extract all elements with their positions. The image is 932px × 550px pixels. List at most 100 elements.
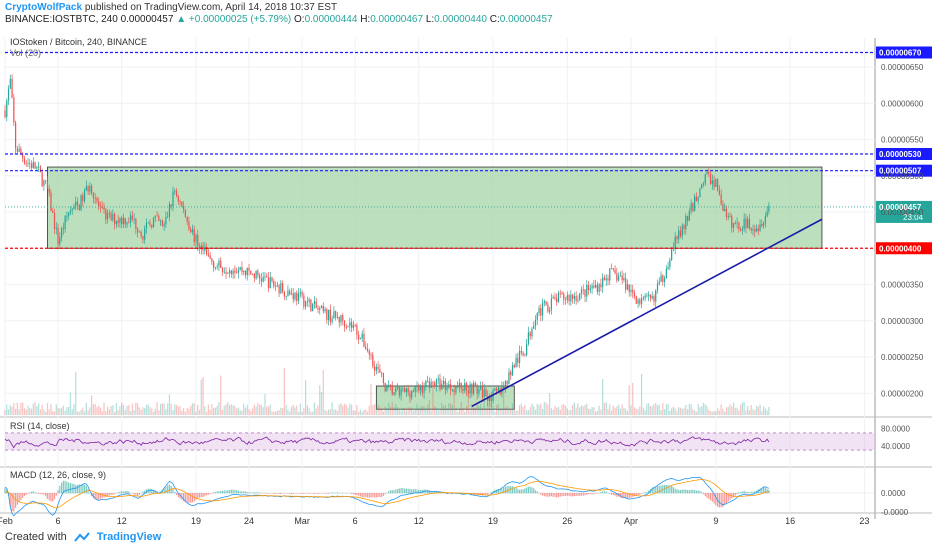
volume-bar — [594, 411, 597, 415]
volume-bar — [465, 406, 468, 415]
volume-bar — [480, 404, 482, 415]
candle-body — [46, 181, 49, 189]
macd-histogram-bar — [381, 493, 383, 497]
candle-body — [761, 224, 763, 226]
tradingview-link[interactable]: TradingView — [96, 531, 162, 543]
macd-histogram-bar — [4, 487, 6, 494]
candle-body — [60, 228, 63, 238]
volume-bar — [435, 407, 438, 415]
macd-histogram-bar — [188, 493, 190, 503]
candle-body — [315, 301, 317, 308]
candle-body — [92, 193, 95, 198]
candle-body — [503, 385, 505, 390]
volume-bar — [359, 409, 362, 415]
candle-body — [614, 269, 616, 274]
candle-body — [724, 208, 726, 212]
macd-histogram-bar — [642, 492, 644, 494]
macd-histogram-bar — [13, 493, 15, 512]
price-level-badge — [876, 46, 932, 59]
price-level-badge — [876, 148, 932, 160]
volume-bar — [6, 404, 8, 415]
volume-bar — [492, 405, 494, 415]
candle-body — [644, 295, 646, 299]
candle-body — [625, 278, 627, 290]
volume-bar — [237, 407, 240, 415]
volume-bar — [575, 407, 577, 415]
volume-bar — [421, 405, 423, 415]
macd-histogram-bar — [305, 493, 307, 494]
candle-body — [290, 293, 293, 295]
trendline — [471, 218, 823, 408]
candle-body — [115, 220, 118, 225]
volume-bar — [556, 407, 558, 415]
macd-histogram-bar — [179, 493, 181, 499]
candle-body — [444, 380, 446, 390]
volume-bar — [625, 408, 627, 415]
candle-body — [423, 387, 425, 393]
volume-bar — [147, 404, 149, 415]
volume-bar — [244, 407, 247, 415]
candle-body — [184, 209, 186, 217]
macd-histogram-bar — [85, 486, 87, 494]
volume-bar — [142, 407, 144, 415]
volume-bar — [639, 406, 641, 415]
candle-body — [717, 178, 719, 191]
countdown-label: 23:04 — [903, 213, 924, 222]
volume-bar — [485, 407, 487, 415]
candle-body — [85, 186, 87, 191]
volume-bar — [506, 406, 508, 415]
macd-histogram-bar — [497, 489, 499, 494]
author-link[interactable]: CryptoWolfPack — [5, 2, 83, 13]
macd-histogram-bar — [228, 490, 231, 494]
macd-histogram-bar — [681, 489, 683, 494]
volume-bar — [653, 404, 655, 415]
volume-bar — [62, 405, 64, 415]
volume-bar — [14, 408, 17, 415]
volume-bar — [582, 406, 584, 415]
macd-histogram-bar — [741, 491, 743, 494]
volume-bar — [34, 402, 36, 415]
y-tick-label: 0.00000650 — [881, 63, 924, 72]
volume-bar — [119, 406, 121, 415]
macd-histogram-bar — [506, 486, 508, 494]
volume-bar — [754, 410, 756, 415]
candle-body — [395, 387, 397, 393]
volume-bar — [713, 410, 715, 415]
candle-body — [483, 389, 485, 398]
candle-body — [27, 163, 29, 164]
candle-body — [556, 298, 558, 302]
volume-bar — [121, 402, 123, 415]
candle-body — [55, 227, 57, 229]
candle-body — [11, 78, 13, 98]
volume-bar — [674, 408, 676, 415]
volume-bar — [331, 402, 333, 415]
macd-histogram-bar — [418, 489, 420, 494]
candle-body — [213, 261, 215, 269]
volume-bar — [621, 404, 623, 415]
candle-body — [762, 223, 765, 226]
candle-body — [188, 221, 190, 230]
candle-body — [398, 387, 400, 396]
volume-bar — [103, 402, 105, 415]
macd-histogram-bar — [15, 493, 17, 508]
macd-histogram-bar — [75, 484, 77, 494]
macd-histogram-bar — [402, 488, 404, 494]
candle-body — [697, 197, 699, 202]
volume-bar — [718, 410, 721, 415]
candle-body — [82, 195, 84, 201]
volume-bar — [709, 411, 712, 415]
volume-bar — [589, 409, 591, 415]
macd-histogram-bar — [20, 493, 22, 501]
volume-bar — [135, 402, 137, 415]
candle-body — [326, 309, 328, 321]
candle-body — [255, 271, 257, 279]
macd-histogram-bar — [421, 489, 423, 494]
volume-bar — [469, 410, 471, 415]
price-level-label: 0.00000670 — [879, 49, 922, 58]
macd-histogram-bar — [66, 481, 68, 494]
volume-bar — [151, 408, 153, 415]
y-tick-label: 0.00000200 — [881, 389, 924, 398]
candle-body — [545, 301, 547, 305]
volume-bar — [384, 406, 386, 415]
